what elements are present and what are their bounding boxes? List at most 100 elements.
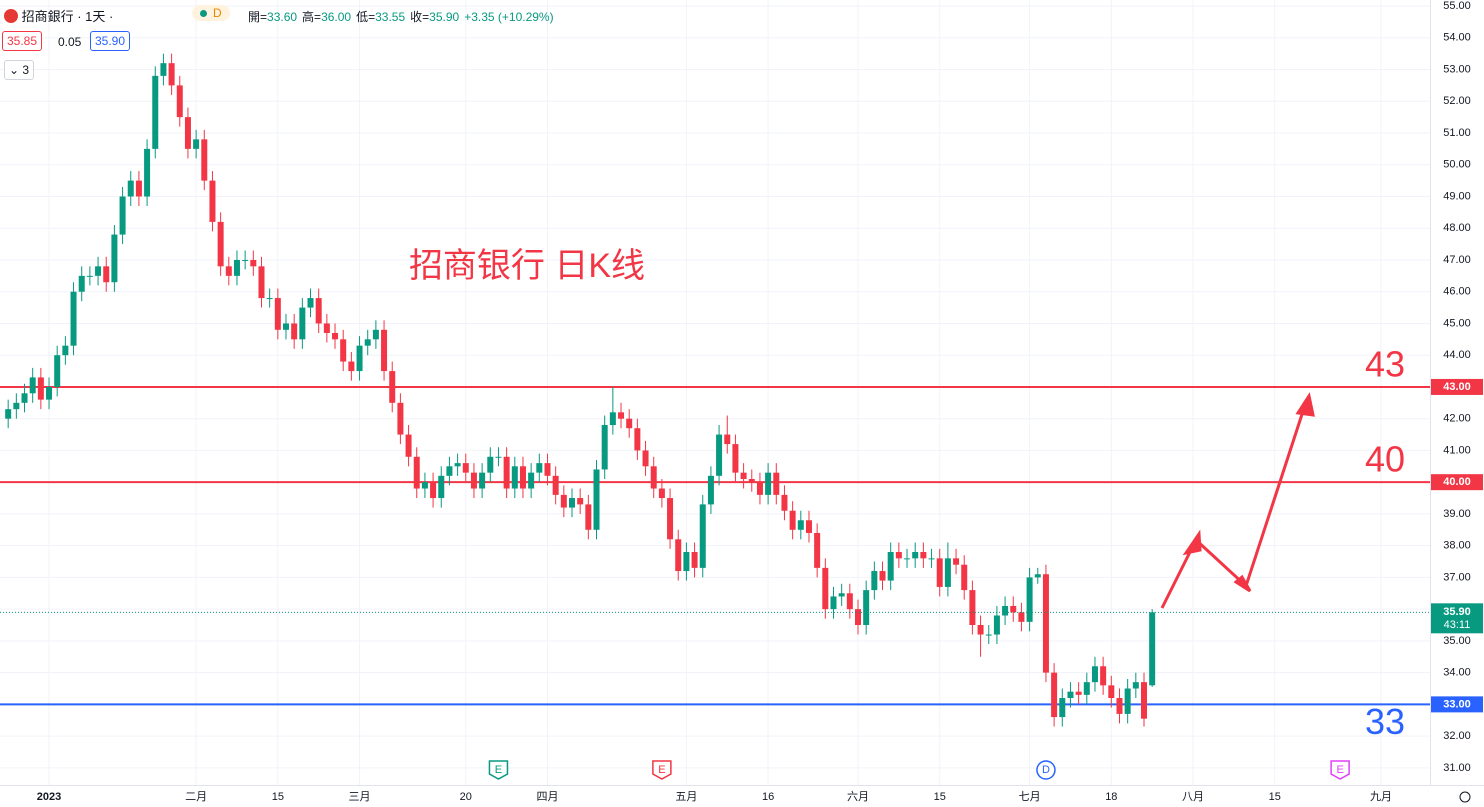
levels: 43.00 43 40.00 40 33.00 33 <box>0 343 1483 742</box>
candle-body <box>78 275 85 292</box>
grid <box>0 0 1430 785</box>
candle-body <box>699 504 706 568</box>
y-tick-label: 35.00 <box>1443 635 1471 647</box>
candle-body <box>381 329 388 372</box>
settings-icon[interactable] <box>1459 791 1471 803</box>
candle-body <box>585 504 592 530</box>
ask[interactable]: 35.90 <box>90 31 131 51</box>
candle-body <box>111 234 118 283</box>
interval-badge[interactable]: D <box>192 5 230 21</box>
x-tick-label: 三月 <box>349 791 371 803</box>
level-note: 43 <box>1365 343 1405 384</box>
chart-title: 招商银行 日K线 <box>409 247 645 285</box>
event-marker[interactable]: E <box>652 760 672 780</box>
candle-body <box>372 329 379 340</box>
candle-body <box>895 552 902 559</box>
candle-body <box>658 488 665 499</box>
candle-body <box>977 625 984 635</box>
candle-body <box>650 466 657 489</box>
candle-body <box>405 434 412 457</box>
candle-body <box>144 148 151 197</box>
candle-body <box>54 355 61 387</box>
candle-body <box>233 259 240 276</box>
candle-body <box>495 456 502 458</box>
x-tick-label: 16 <box>762 791 774 803</box>
candle-body <box>1018 612 1025 622</box>
y-tick-label: 37.00 <box>1443 571 1471 583</box>
symbol[interactable]: 招商銀行 · 1天 · <box>21 9 114 24</box>
ohlc-key: 開= <box>248 10 268 24</box>
y-tick-label: 32.00 <box>1443 730 1471 742</box>
forecast-arrows <box>1160 392 1315 609</box>
candle-body <box>209 180 216 222</box>
candle-body <box>1051 672 1058 718</box>
candle-body <box>340 339 347 362</box>
candle-body <box>528 472 535 489</box>
candle-body <box>822 567 829 610</box>
candle-body <box>601 425 608 470</box>
candle-body <box>389 371 396 403</box>
candle-body <box>993 615 1000 635</box>
candle-body <box>552 475 559 495</box>
candle-body <box>307 298 314 308</box>
candle-body <box>855 609 861 626</box>
candle-body <box>912 552 919 559</box>
candle-body <box>805 520 812 533</box>
y-tick-label: 45.00 <box>1443 317 1471 329</box>
candle-body <box>634 428 641 451</box>
candle-body <box>789 510 796 530</box>
level-note: 33 <box>1365 701 1405 742</box>
candle-body <box>315 298 322 324</box>
candle-body <box>560 494 567 508</box>
candle-body <box>756 482 763 495</box>
candle-body <box>675 539 682 572</box>
event-label: E <box>658 764 665 776</box>
symbol-row: 招商銀行 · 1天 · <box>4 6 113 25</box>
candle-body <box>1091 666 1098 683</box>
candle-body <box>1116 698 1123 714</box>
x-tick-label: 15 <box>1269 791 1281 803</box>
ohlc-value: 36.00 <box>321 10 352 24</box>
candle-body <box>470 472 477 489</box>
candle-body <box>618 412 625 419</box>
candle-body <box>1141 682 1147 719</box>
candle-body <box>225 266 232 276</box>
event-marker[interactable]: E <box>488 760 509 780</box>
event-marker[interactable]: D <box>1036 760 1056 780</box>
logo <box>4 9 18 23</box>
indicator-count: 3 <box>22 63 30 77</box>
candle-body <box>46 386 53 400</box>
candle-body <box>119 196 126 235</box>
level-note: 40 <box>1365 439 1405 480</box>
arrowhead <box>1233 574 1252 593</box>
status-dot <box>200 10 207 17</box>
candle-body <box>1002 605 1009 616</box>
candle-body <box>781 494 788 511</box>
y-tick-label: 51.00 <box>1443 127 1471 139</box>
x-tick-label: 15 <box>272 791 284 803</box>
event-label: E <box>1336 764 1343 776</box>
y-tick-label: 44.00 <box>1443 349 1471 361</box>
candle-body <box>544 463 551 476</box>
x-tick-label: 七月 <box>1019 790 1041 803</box>
candle-body <box>86 275 93 277</box>
indicators-toggle[interactable]: ⌄ 3 <box>4 60 35 80</box>
candle-body <box>184 117 191 149</box>
y-tick-label: 52.00 <box>1443 95 1471 107</box>
candle-body <box>176 85 183 118</box>
candle-body <box>920 552 927 559</box>
candle-body <box>691 552 698 568</box>
countdown: 43:11 <box>1444 619 1471 631</box>
candle-body <box>168 63 175 86</box>
x-tick-label: 五月 <box>675 791 697 803</box>
bid[interactable]: 35.85 <box>2 31 43 51</box>
level-tag-label: 40.00 <box>1443 476 1471 488</box>
event-marker[interactable]: E <box>1330 760 1350 780</box>
candle-body <box>985 634 992 636</box>
arrow-path <box>1160 401 1308 609</box>
candle-body <box>969 590 976 626</box>
candle-body <box>266 298 273 300</box>
candle-body <box>1149 612 1156 686</box>
